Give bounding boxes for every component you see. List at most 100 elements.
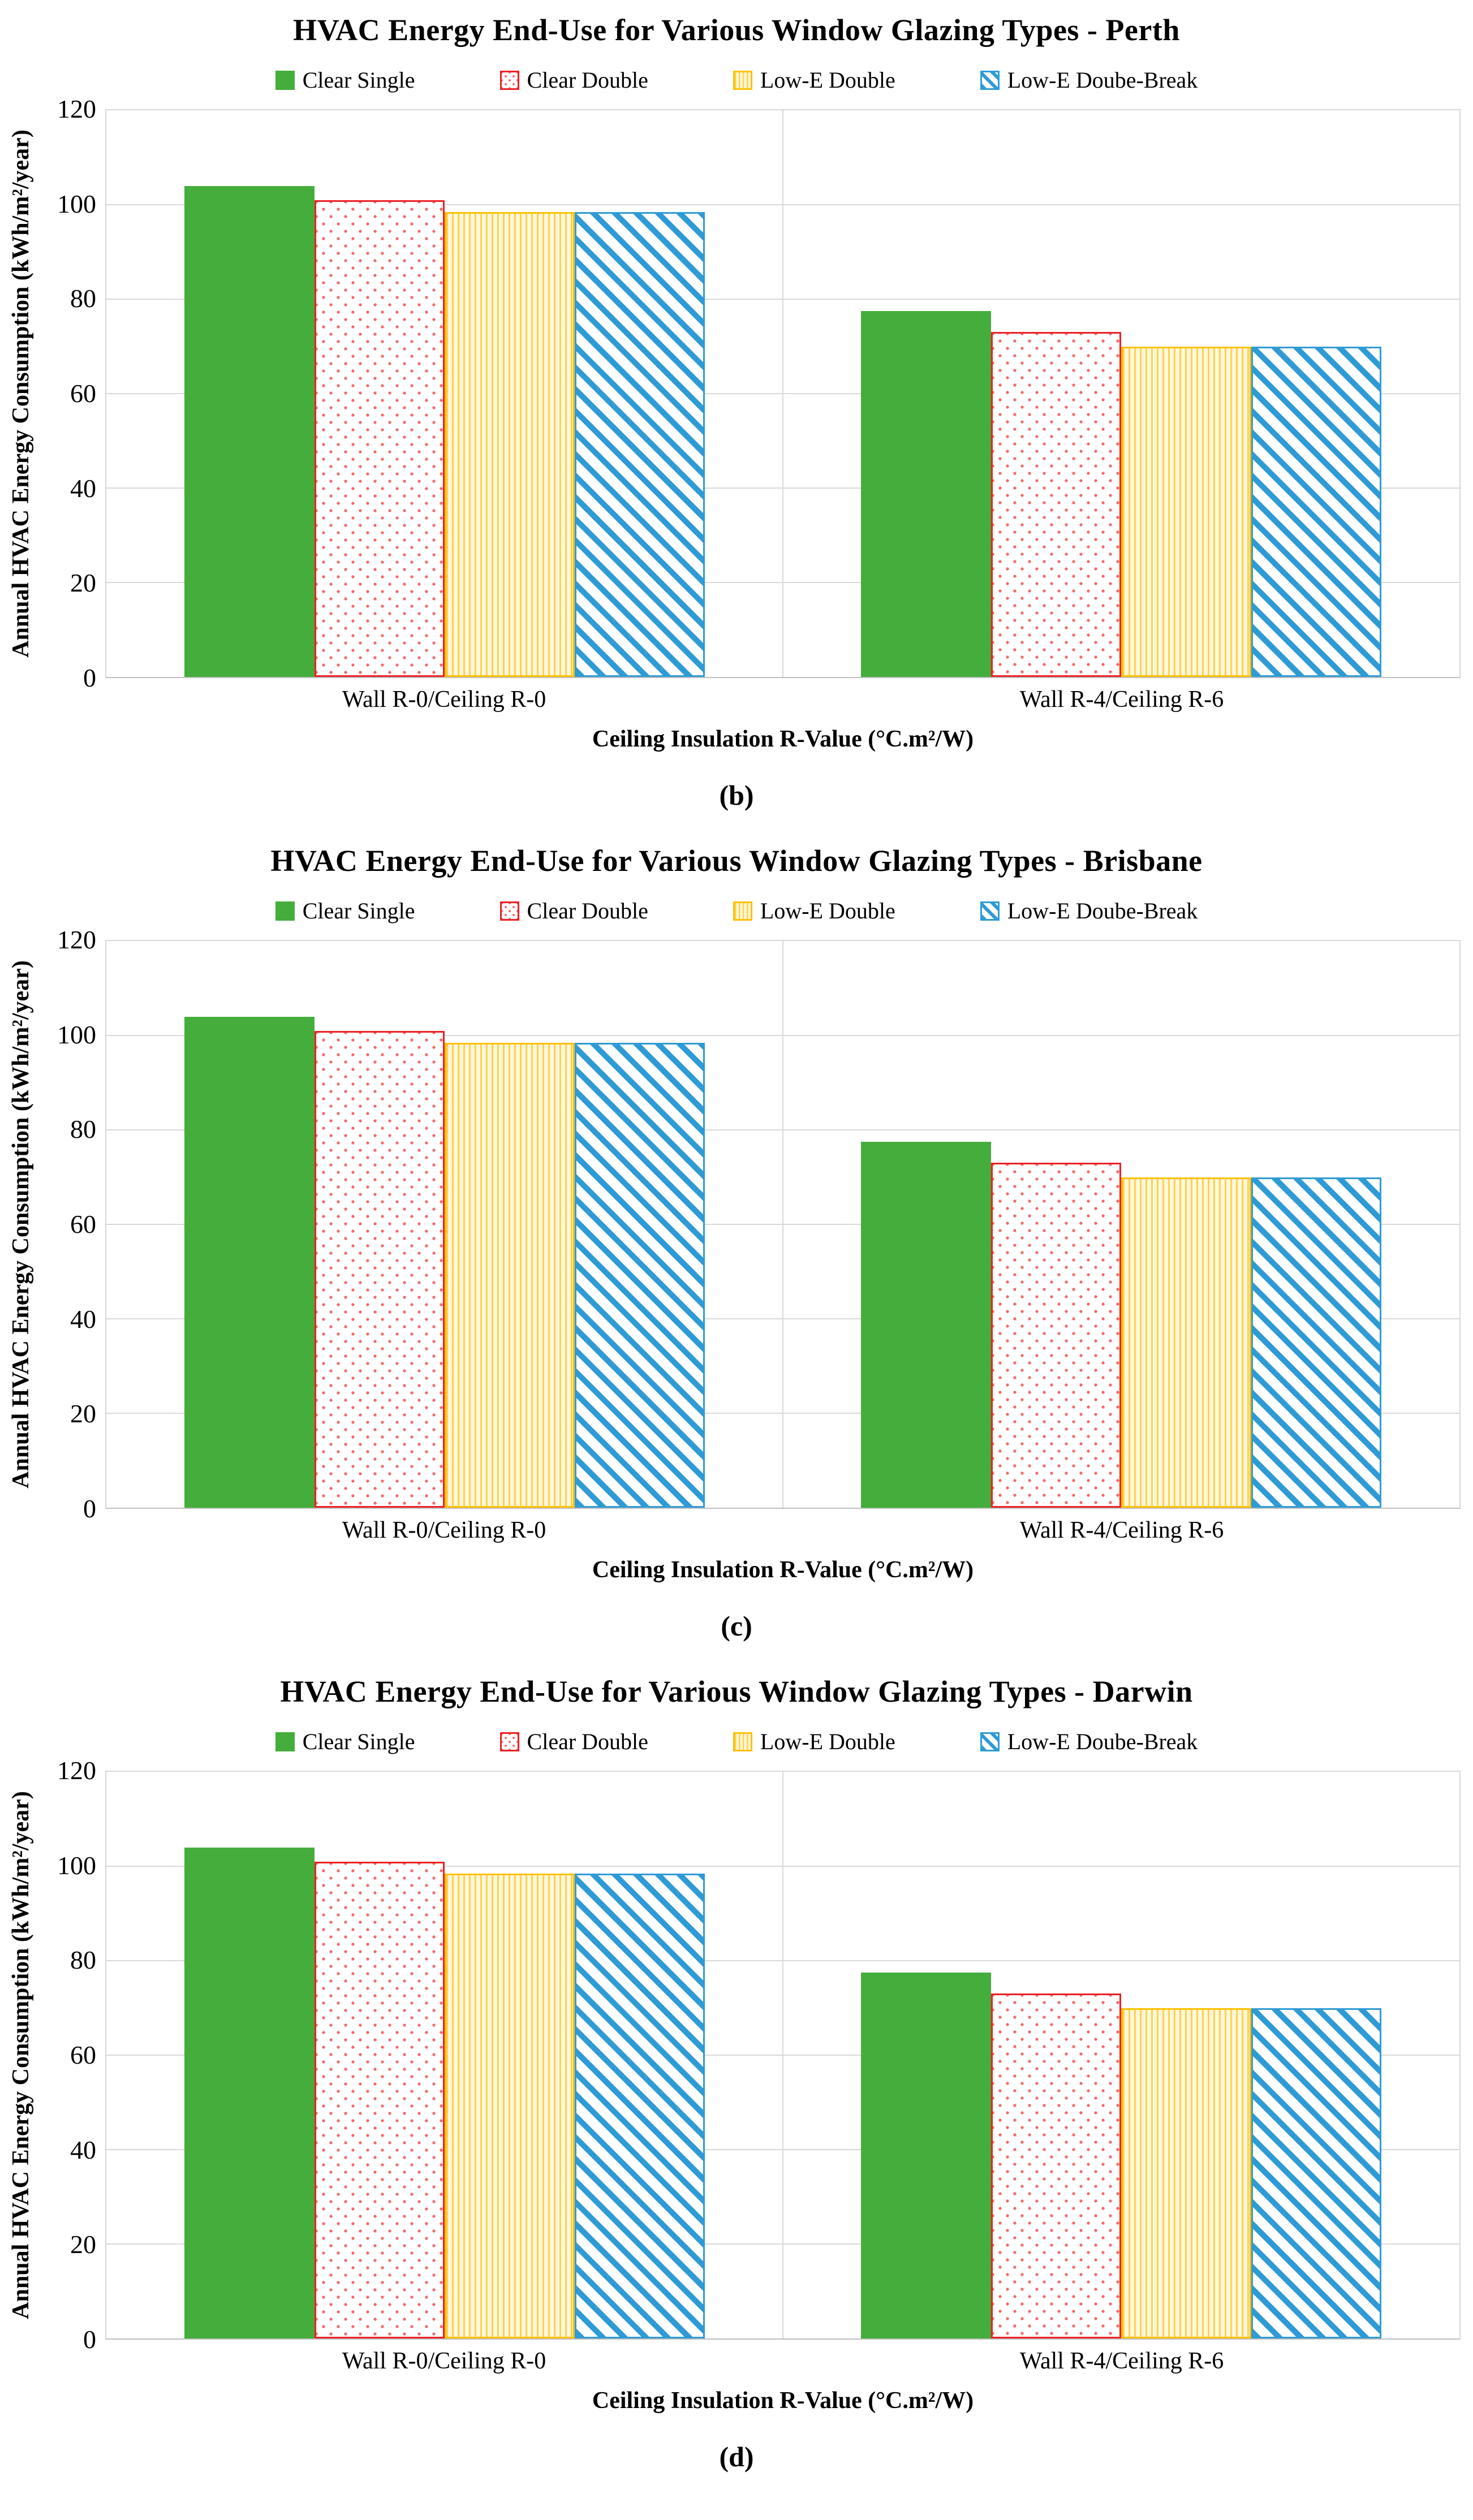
bar-clear-double: [991, 1163, 1121, 1508]
y-tick-label: 60: [70, 379, 96, 408]
chart-title: HVAC Energy End-Use for Various Window G…: [280, 1675, 1193, 1708]
bar-lowe-break: [1251, 1177, 1381, 1508]
legend-swatch-lowe-double-icon: [733, 70, 752, 90]
legend-item-lowe-double: Low-E Double: [733, 897, 895, 924]
legend-swatch-lowe-break-icon: [980, 1732, 1000, 1751]
x-category-label: Wall R-4/Ceiling R-6: [1019, 1517, 1224, 1543]
legend-label: Low-E Double: [760, 898, 895, 924]
bar-lowe-break: [575, 1042, 705, 1508]
plot-row: Annual HVAC Energy Consumption (kWh/m²/y…: [0, 1758, 1473, 2353]
y-tick-label: 100: [57, 1020, 96, 1049]
x-axis-title: Ceiling Insulation R-Value (°C.m²/W): [592, 1557, 974, 1583]
bar-clear-single: [184, 1016, 315, 1508]
bar-lowe-break: [575, 212, 705, 677]
y-axis-title-wrap: Annual HVAC Energy Consumption (kWh/m²/y…: [0, 109, 42, 678]
legend-label: Clear Double: [527, 1729, 648, 1754]
y-tick-label: 120: [57, 925, 96, 954]
legend-swatch-lowe-break-icon: [980, 901, 1000, 921]
bar-lowe-break: [1251, 2008, 1381, 2338]
subfigure-caption: (d): [719, 2441, 754, 2472]
legend: Clear Single Clear Double Low-E Double Low-…: [0, 67, 1473, 93]
bar-clear-single: [861, 310, 991, 677]
x-category-label: Wall R-4/Ceiling R-6: [1019, 687, 1224, 713]
legend-item-clear-single: Clear Single: [275, 897, 415, 924]
legend-item-lowe-double: Low-E Double: [733, 67, 895, 93]
y-tick-label: 80: [70, 284, 96, 313]
y-tick-label: 20: [70, 568, 96, 598]
y-tick-label: 60: [70, 2040, 96, 2069]
y-axis-title-wrap: Annual HVAC Energy Consumption (kWh/m²/y…: [0, 1771, 42, 2340]
legend-swatch-clear-single-icon: [275, 70, 295, 90]
bar-group-1: [106, 941, 783, 1508]
plot-area: [105, 1771, 1461, 2340]
legend-item-clear-double: Clear Double: [499, 67, 648, 93]
bar-lowe-break: [575, 1873, 705, 2338]
plot-row: Annual HVAC Energy Consumption (kWh/m²/y…: [0, 96, 1473, 691]
legend-label: Low-E Doube-Break: [1007, 1729, 1198, 1754]
category-divider-line: [782, 941, 783, 1508]
x-axis-title: Ceiling Insulation R-Value (°C.m²/W): [592, 2388, 974, 2414]
chart-title: HVAC Energy End-Use for Various Window G…: [293, 13, 1180, 47]
y-tick-label: 0: [83, 663, 96, 692]
legend-swatch-clear-double-icon: [499, 901, 519, 921]
bar-clear-single: [184, 185, 315, 677]
bar-clear-double: [315, 1861, 445, 2338]
x-category-label: Wall R-0/Ceiling R-0: [342, 2348, 546, 2374]
legend-item-lowe-break: Low-E Doube-Break: [980, 897, 1198, 924]
y-tick-label: 20: [70, 2230, 96, 2259]
legend-item-clear-single: Clear Single: [275, 67, 415, 93]
x-category-labels: Wall R-0/Ceiling R-0 Wall R-4/Ceiling R-6: [105, 2340, 1461, 2375]
bar-lowe-double: [1121, 2008, 1251, 2338]
bar-lowe-double: [445, 1042, 575, 1508]
y-tick-label: 60: [70, 1210, 96, 1239]
plot-area: [105, 109, 1461, 678]
subfigure-caption: (b): [719, 779, 754, 811]
legend-label: Clear Double: [527, 67, 648, 93]
y-axis-title: Annual HVAC Energy Consumption (kWh/m²/y…: [8, 130, 34, 658]
chart-block-d: HVAC Energy End-Use for Various Window G…: [0, 1662, 1473, 2473]
bar-group-2: [783, 110, 1459, 677]
legend-swatch-clear-double-icon: [499, 70, 519, 90]
x-category-label: Wall R-0/Ceiling R-0: [342, 1517, 546, 1543]
legend-label: Low-E Doube-Break: [1007, 67, 1198, 93]
bar-clear-double: [315, 200, 445, 677]
bar-groups: [106, 110, 1459, 677]
plot-row: Annual HVAC Energy Consumption (kWh/m²/y…: [0, 927, 1473, 1522]
bar-lowe-break: [1251, 346, 1381, 677]
x-category-label: Wall R-0/Ceiling R-0: [342, 687, 546, 713]
bar-clear-single: [184, 1847, 315, 2338]
bar-groups: [106, 941, 1459, 1508]
legend-label: Clear Single: [302, 1729, 415, 1754]
y-tick-label: 40: [70, 1304, 96, 1334]
legend-item-lowe-break: Low-E Doube-Break: [980, 1728, 1198, 1755]
legend-swatch-lowe-double-icon: [733, 901, 752, 921]
legend-swatch-clear-single-icon: [275, 901, 295, 921]
x-axis-title: Ceiling Insulation R-Value (°C.m²/W): [592, 726, 974, 752]
bar-group-2: [783, 1772, 1459, 2338]
y-tick-label: 40: [70, 473, 96, 503]
legend-item-clear-double: Clear Double: [499, 1728, 648, 1755]
x-category-labels: Wall R-0/Ceiling R-0 Wall R-4/Ceiling R-6: [105, 1509, 1461, 1544]
y-tick-label: 0: [83, 1494, 96, 1523]
chart-block-b: HVAC Energy End-Use for Various Window G…: [0, 0, 1473, 812]
legend-label: Low-E Double: [760, 1729, 895, 1754]
y-axis-ticks: 0 20 40 60 80 100 120: [42, 927, 105, 1522]
bar-clear-single: [861, 1972, 991, 2338]
legend: Clear Single Clear Double Low-E Double Low-…: [0, 1728, 1473, 1755]
y-axis-ticks: 0 20 40 60 80 100 120: [42, 1758, 105, 2353]
x-category-label: Wall R-4/Ceiling R-6: [1019, 2348, 1224, 2374]
bar-lowe-double: [445, 1873, 575, 2338]
plot-area: [105, 940, 1461, 1509]
legend-swatch-clear-double-icon: [499, 1732, 519, 1751]
y-tick-label: 100: [57, 1850, 96, 1880]
legend-label: Clear Single: [302, 67, 415, 93]
bar-lowe-double: [445, 212, 575, 677]
bar-group-1: [106, 1772, 783, 2338]
legend: Clear Single Clear Double Low-E Double Low-…: [0, 897, 1473, 924]
bar-clear-double: [315, 1030, 445, 1508]
y-axis-title: Annual HVAC Energy Consumption (kWh/m²/y…: [8, 1791, 34, 2319]
y-axis-title-wrap: Annual HVAC Energy Consumption (kWh/m²/y…: [0, 940, 42, 1509]
category-divider-line: [782, 110, 783, 677]
legend-swatch-lowe-break-icon: [980, 70, 1000, 90]
bar-clear-single: [861, 1141, 991, 1508]
